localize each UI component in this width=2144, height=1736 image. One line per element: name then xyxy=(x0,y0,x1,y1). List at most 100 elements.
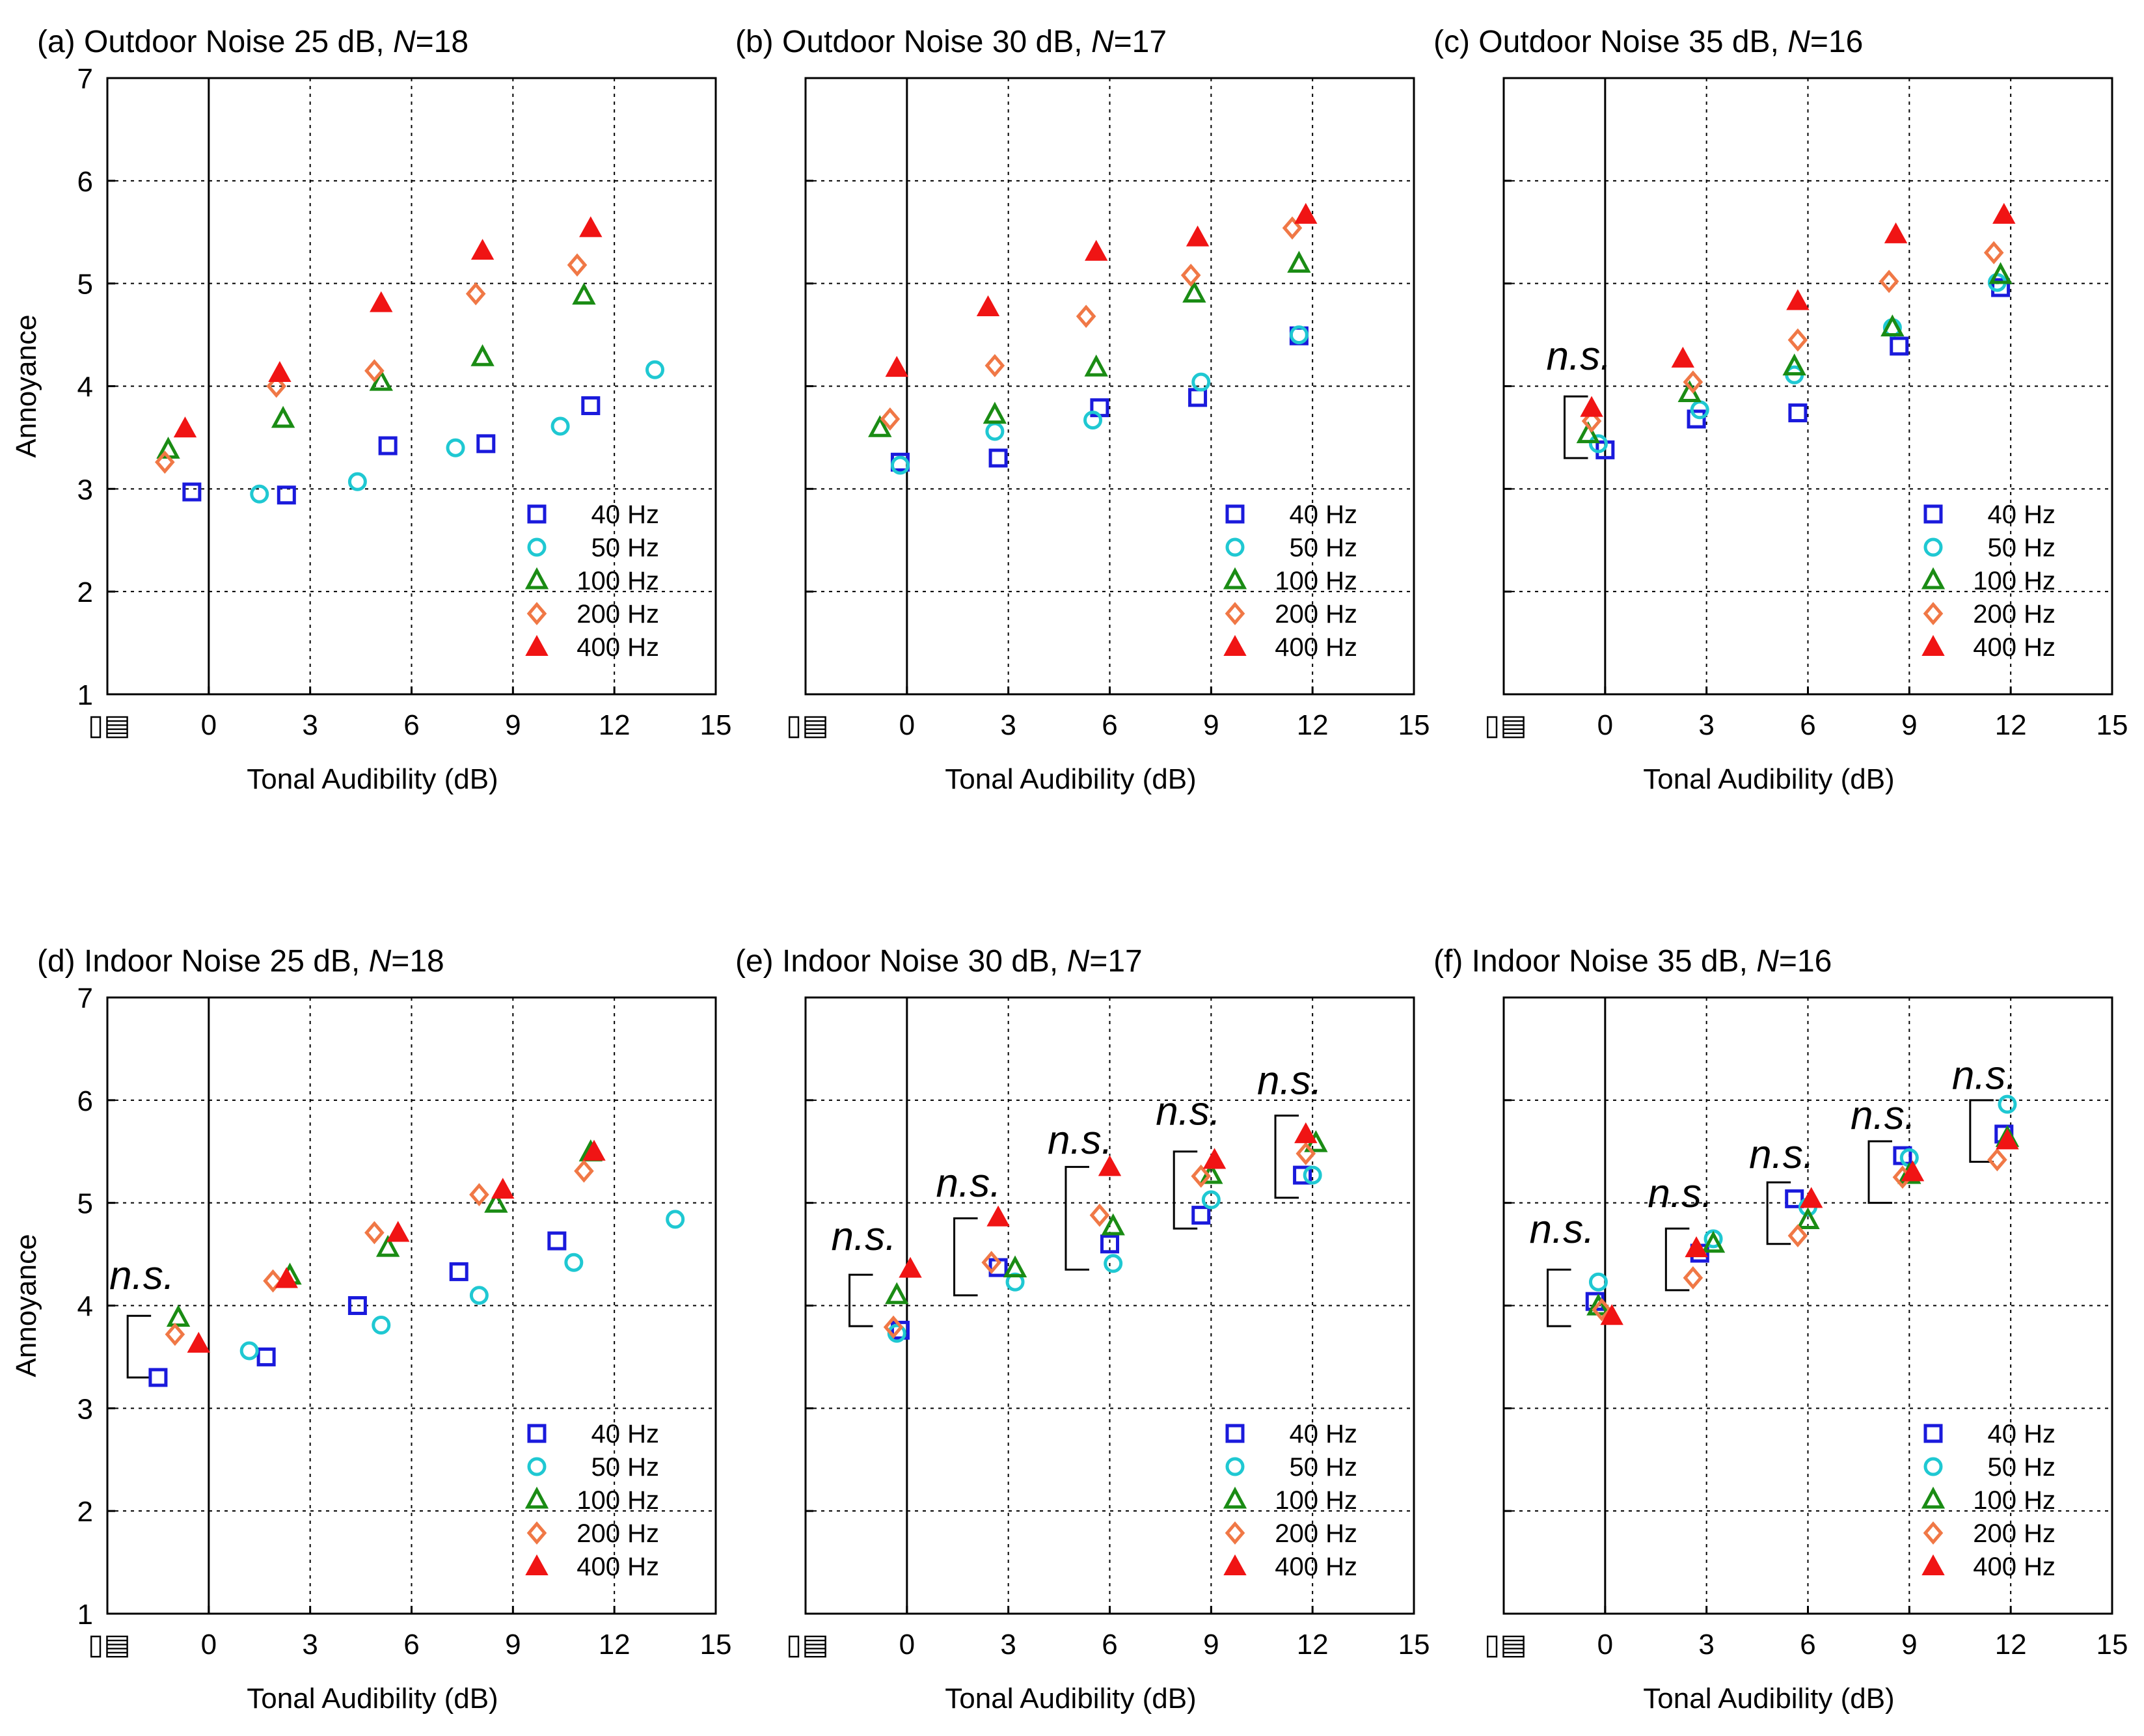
x-axis-label: Tonal Audibility (dB) xyxy=(1643,763,1894,795)
data-point xyxy=(275,1267,298,1288)
data-point xyxy=(1996,1128,2019,1150)
ns-label: n.s. xyxy=(1257,1058,1322,1103)
data-point xyxy=(375,1234,400,1257)
data-point xyxy=(983,401,1007,424)
data-point xyxy=(1901,1160,1925,1182)
legend-marker xyxy=(526,1521,547,1545)
series-100-hz xyxy=(868,251,1311,437)
legend-marker xyxy=(1223,1554,1247,1575)
data-point xyxy=(1188,388,1208,407)
data-point xyxy=(1788,403,1808,423)
y-tick-label: 7 xyxy=(77,63,93,95)
chart-title-n: N xyxy=(393,25,416,59)
legend-marker xyxy=(1225,602,1245,625)
data-point xyxy=(378,436,398,455)
data-point xyxy=(1796,1207,1820,1229)
y-tick-label: 2 xyxy=(77,576,93,608)
ns-bracket xyxy=(1564,395,1588,459)
data-point xyxy=(277,485,296,505)
chart-title-text: (a) Outdoor Noise 25 dB, xyxy=(37,25,393,59)
ns-bracket xyxy=(1969,1099,1994,1163)
legend-label: 100 Hz xyxy=(1973,567,2056,595)
legend: 40 Hz 50 Hz 100 Hz 200 Hz 400 Hz xyxy=(1223,500,1358,662)
data-point xyxy=(446,438,465,457)
ns-label: n.s. xyxy=(1952,1053,2017,1098)
series-200-hz xyxy=(880,216,1303,431)
x-tick-label: 15 xyxy=(2097,1629,2128,1661)
legend-marker xyxy=(1921,634,1945,656)
data-point xyxy=(1983,241,2004,265)
legend-label: 100 Hz xyxy=(1275,567,1357,595)
series-200-hz xyxy=(155,253,588,474)
data-point xyxy=(1180,264,1201,287)
chart-title-text: (b) Outdoor Noise 30 dB, xyxy=(735,25,1091,59)
data-point xyxy=(1782,353,1806,376)
data-point xyxy=(1576,421,1601,444)
data-point xyxy=(564,1253,584,1272)
data-point xyxy=(1701,1230,1726,1253)
data-point xyxy=(1191,1164,1212,1188)
legend-marker xyxy=(527,1457,547,1476)
x-tick-label: 12 xyxy=(1297,1629,1329,1661)
ns-bracket xyxy=(1547,1268,1571,1327)
data-point xyxy=(470,344,495,366)
series-40-hz xyxy=(890,326,1309,472)
x-tick-label: 3 xyxy=(302,709,318,741)
x-tick-label: 3 xyxy=(1698,1629,1714,1661)
series-200-hz xyxy=(165,1159,594,1346)
data-point xyxy=(1580,396,1603,417)
legend-label: 100 Hz xyxy=(577,567,659,595)
y-tick-label: 4 xyxy=(77,372,93,403)
ns-label: n.s. xyxy=(936,1161,1001,1206)
chart-title: (e) Indoor Noise 30 dB, N=17 xyxy=(735,944,1143,979)
data-point xyxy=(1786,289,1810,310)
x-tick-label: 6 xyxy=(1102,1629,1117,1661)
data-point xyxy=(1600,1304,1623,1325)
data-point xyxy=(1581,409,1602,433)
data-point xyxy=(1083,411,1103,430)
data-point xyxy=(187,1331,210,1353)
x-tick-label: 15 xyxy=(1398,1629,1430,1661)
data-point xyxy=(470,239,495,260)
data-point xyxy=(666,1210,685,1229)
legend-marker xyxy=(1923,1457,1943,1476)
x-tick-label: 9 xyxy=(1203,1629,1219,1661)
data-point xyxy=(250,484,269,504)
data-point xyxy=(885,1282,909,1305)
legend-label: 50 Hz xyxy=(1290,534,1358,562)
legend: 40 Hz 50 Hz 100 Hz 200 Hz 400 Hz xyxy=(1921,500,2056,662)
ns-bracket xyxy=(1274,1115,1299,1199)
legend-marker xyxy=(1923,504,1943,524)
x-tick-label: 6 xyxy=(403,1629,419,1661)
data-point xyxy=(1191,1206,1211,1225)
data-point xyxy=(567,253,588,277)
data-point xyxy=(449,1262,468,1281)
x-axis-label: Tonal Audibility (dB) xyxy=(945,1683,1196,1715)
x-tick-label: 0 xyxy=(899,709,915,741)
data-point xyxy=(1282,216,1303,240)
legend-label: 200 Hz xyxy=(1973,1519,2056,1548)
x-tick-label: 9 xyxy=(1901,1629,1917,1661)
data-point xyxy=(1100,1234,1119,1254)
legend-marker xyxy=(1225,504,1245,524)
series-40-hz xyxy=(148,1231,567,1387)
ns-bracket xyxy=(1766,1181,1791,1245)
data-point xyxy=(582,1139,606,1161)
data-point xyxy=(148,1368,168,1387)
data-point xyxy=(1294,1122,1318,1143)
legend-marker xyxy=(1225,537,1245,557)
data-point xyxy=(364,1221,385,1245)
chart-title: (d) Indoor Noise 25 dB, N=18 xyxy=(37,944,444,979)
chart-title-n: N xyxy=(1787,25,1810,59)
data-point xyxy=(369,368,393,391)
series-400-hz xyxy=(173,216,603,438)
legend-marker xyxy=(527,1424,547,1443)
legend-label: 40 Hz xyxy=(591,500,660,529)
x-tick-label: 12 xyxy=(1297,709,1329,741)
legend-label: 400 Hz xyxy=(577,633,659,662)
legend-label: 400 Hz xyxy=(1275,1553,1357,1581)
data-point xyxy=(469,1183,489,1206)
data-point xyxy=(476,434,496,454)
legend: 40 Hz 50 Hz 100 Hz 200 Hz 400 Hz xyxy=(524,500,660,662)
